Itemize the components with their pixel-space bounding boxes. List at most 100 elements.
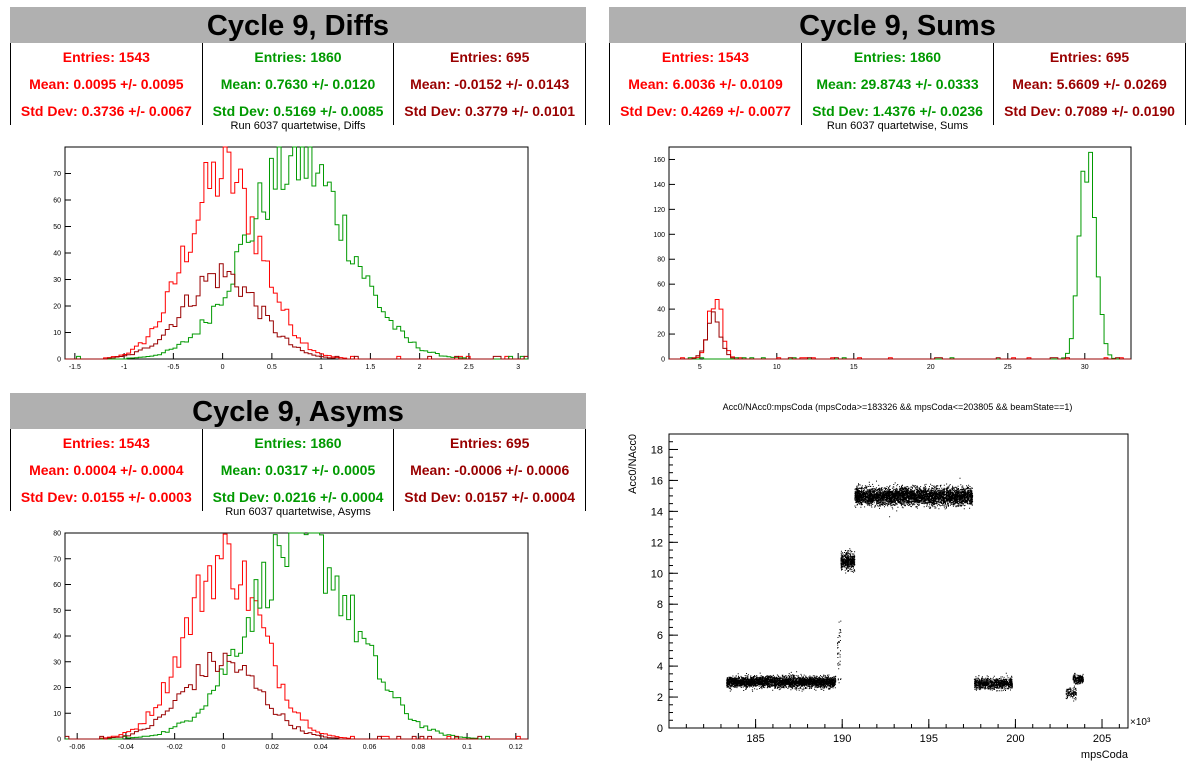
stat-std: Std Dev: 0.7089 +/- 0.0190 <box>1004 103 1175 119</box>
x-tick-label: 25 <box>1004 364 1012 371</box>
y-tick-label: 60 <box>657 282 665 289</box>
x-axis-multiplier: ×10³ <box>1130 717 1151 728</box>
x-tick-label: 0.08 <box>412 744 426 751</box>
diffs-stats-red: Entries: 1543 Mean: 0.0095 +/- 0.0095 St… <box>11 43 203 125</box>
y-tick-label: 80 <box>53 531 61 538</box>
y-tick-label: 20 <box>53 304 61 311</box>
y-tick-label: 16 <box>651 475 663 487</box>
stat-std: Std Dev: 0.5169 +/- 0.0085 <box>212 103 384 119</box>
scatter-panel: Acc0/NAcc0:mpsCoda (mpsCoda>=183326 && m… <box>609 393 1186 765</box>
x-tick-label: 10 <box>773 364 781 371</box>
x-tick-label: 1.5 <box>366 364 376 371</box>
stat-entries: Entries: 1860 <box>254 49 342 65</box>
y-tick-label: 30 <box>53 277 61 284</box>
x-tick-label: -0.5 <box>167 364 179 371</box>
y-tick-label: 0 <box>57 737 61 744</box>
stat-mean: Mean: 0.0004 +/- 0.0004 <box>29 462 184 478</box>
y-tick-label: 160 <box>653 157 665 164</box>
histogram-series-green <box>65 532 528 740</box>
stat-mean: Mean: -0.0152 +/- 0.0143 <box>410 76 570 92</box>
y-tick-label: 20 <box>53 685 61 692</box>
y-tick-label: 2 <box>657 692 663 704</box>
sums-panel: Cycle 9, Sums Entries: 1543 Mean: 6.0036… <box>609 7 1186 377</box>
x-tick-label: 2 <box>418 364 422 371</box>
y-axis-label: Acc0/NAcc0 <box>627 434 639 494</box>
stat-std: Std Dev: 0.0216 +/- 0.0004 <box>212 489 384 505</box>
diffs-stats-darkred: Entries: 695 Mean: -0.0152 +/- 0.0143 St… <box>394 43 585 125</box>
x-tick-label: 0.5 <box>267 364 277 371</box>
stat-mean: Mean: 5.6609 +/- 0.0269 <box>1012 76 1167 92</box>
x-tick-label: -0.02 <box>167 744 183 751</box>
x-tick-label: 195 <box>920 733 938 745</box>
stat-entries: Entries: 695 <box>449 49 530 65</box>
x-tick-label: 0.04 <box>314 744 328 751</box>
x-tick-label: 185 <box>746 733 764 745</box>
x-tick-label: -0.06 <box>69 744 85 751</box>
y-tick-label: 60 <box>53 582 61 589</box>
sums-histogram: 5 10 15 20 25 30 0 20 40 60 80 100 120 140 160 <box>653 146 1132 371</box>
y-tick-label: 100 <box>653 232 665 239</box>
plot-frame <box>64 532 529 740</box>
x-tick-label: 0 <box>221 744 225 751</box>
x-axis-label: mpsCoda <box>1081 749 1129 761</box>
asyms-stats-green: Entries: 1860 Mean: 0.0317 +/- 0.0005 St… <box>203 429 395 511</box>
sums-stats-box: Entries: 1543 Mean: 6.0036 +/- 0.0109 St… <box>609 43 1186 125</box>
plot-frame <box>668 146 1132 360</box>
x-tick-label: 0.1 <box>462 744 472 751</box>
histogram-series-green <box>65 146 528 360</box>
y-tick-label: 50 <box>53 224 61 231</box>
histogram-series-darkred <box>65 652 528 740</box>
asyms-title: Cycle 9, Asyms <box>10 393 586 429</box>
y-tick-label: 12 <box>651 537 663 549</box>
asyms-panel: Cycle 9, Asyms Entries: 1543 Mean: 0.000… <box>10 393 586 765</box>
x-tick-label: 30 <box>1081 364 1089 371</box>
y-tick-label: 18 <box>651 444 663 456</box>
stat-std: Std Dev: 1.4376 +/- 0.0236 <box>812 103 983 119</box>
y-tick-label: 70 <box>53 171 61 178</box>
y-tick-label: 0 <box>661 357 665 364</box>
y-tick-label: 0 <box>57 357 61 364</box>
sums-stats-darkred: Entries: 695 Mean: 5.6609 +/- 0.0269 Std… <box>994 43 1185 125</box>
y-tick-label: 14 <box>651 506 663 518</box>
y-tick-label: 10 <box>53 330 61 337</box>
histogram-series-red <box>669 299 1131 360</box>
x-tick-label: 0.06 <box>363 744 377 751</box>
diffs-title: Cycle 9, Diffs <box>10 7 586 43</box>
scatter-plot: 185 190 195 200 205 0 2 4 6 8 10 12 14 16 18 mpsCoda ×10… <box>627 433 1151 761</box>
stat-std: Std Dev: 0.0155 +/- 0.0003 <box>20 489 192 505</box>
x-tick-label: 205 <box>1093 733 1111 745</box>
stat-mean: Mean: 0.0095 +/- 0.0095 <box>29 76 184 92</box>
diffs-panel: Cycle 9, Diffs Entries: 1543 Mean: 0.009… <box>10 7 586 377</box>
stat-entries: Entries: 1543 <box>62 49 150 65</box>
stat-mean: Mean: 29.8743 +/- 0.0333 <box>816 76 979 92</box>
y-tick-label: 80 <box>657 257 665 264</box>
sums-title: Cycle 9, Sums <box>609 7 1186 43</box>
y-tick-label: 40 <box>657 307 665 314</box>
x-tick-label: 190 <box>833 733 851 745</box>
y-tick-label: 70 <box>53 556 61 563</box>
y-tick-label: 4 <box>657 661 663 673</box>
y-tick-label: 50 <box>53 608 61 615</box>
asyms-histogram: -0.06 -0.04 -0.02 0 0.02 0.04 0.06 0.08 0.1 0.12 0… <box>53 531 529 751</box>
y-tick-label: 40 <box>53 251 61 258</box>
x-tick-label: 3 <box>516 364 520 371</box>
diffs-stats-green: Entries: 1860 Mean: 0.7630 +/- 0.0120 St… <box>203 43 395 125</box>
x-tick-label: 15 <box>850 364 858 371</box>
x-tick-label: 0.12 <box>509 744 523 751</box>
x-tick-label: 2.5 <box>464 364 474 371</box>
sums-stats-red: Entries: 1543 Mean: 6.0036 +/- 0.0109 St… <box>610 43 802 125</box>
y-tick-label: 40 <box>53 634 61 641</box>
y-tick-label: 140 <box>653 182 665 189</box>
stat-entries: Entries: 695 <box>1049 49 1130 65</box>
y-tick-label: 60 <box>53 198 61 205</box>
stat-mean: Mean: 6.0036 +/- 0.0109 <box>628 76 783 92</box>
y-tick-label: 30 <box>53 659 61 666</box>
x-tick-label: 0.02 <box>265 744 279 751</box>
x-tick-label: 5 <box>698 364 702 371</box>
y-tick-label: 6 <box>657 630 663 642</box>
asyms-stats-darkred: Entries: 695 Mean: -0.0006 +/- 0.0006 St… <box>394 429 585 511</box>
stat-entries: Entries: 1543 <box>661 49 750 65</box>
histogram-series-darkred <box>669 311 1131 360</box>
y-tick-label: 10 <box>651 568 663 580</box>
